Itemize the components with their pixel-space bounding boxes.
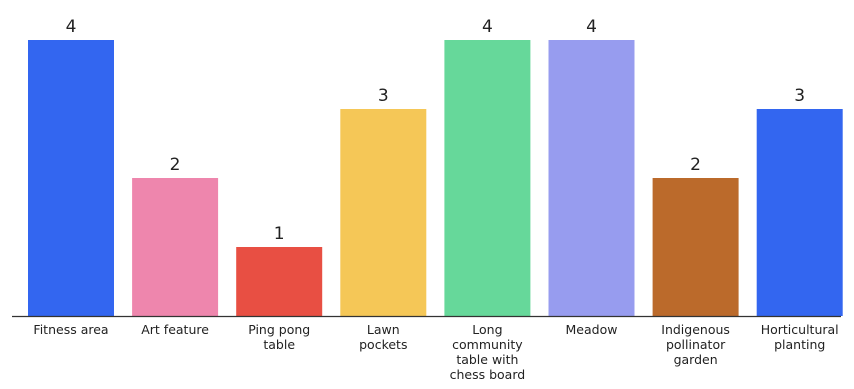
category-label-line: planting [774, 337, 825, 352]
category-label-line: pollinator [666, 337, 726, 352]
bar [28, 40, 114, 316]
bars-layer [28, 40, 843, 316]
bar-value-label: 2 [170, 155, 181, 175]
bar-value-label: 4 [482, 17, 493, 37]
category-label-line: Lawn [367, 322, 400, 337]
category-label: Long community table with chess board [450, 322, 526, 382]
category-label-line: Long [472, 322, 502, 337]
category-label: Lawn pockets [359, 322, 407, 352]
value-labels-layer: 4 2 1 3 4 4 2 3 [66, 17, 806, 244]
bar [652, 178, 739, 316]
category-label-line: Art feature [141, 322, 209, 337]
bar [132, 178, 219, 316]
bar [756, 109, 843, 316]
bar [236, 247, 323, 316]
category-label-line: chess board [450, 367, 526, 382]
category-labels-layer: Fitness area Art feature Ping pong table Law… [33, 322, 838, 382]
category-label: Ping pong table [248, 322, 310, 352]
category-label: Fitness area [33, 322, 108, 337]
category-label-line: Horticultural [761, 322, 839, 337]
category-label-line: pockets [359, 337, 407, 352]
category-label: Meadow [566, 322, 618, 337]
category-label: Art feature [141, 322, 209, 337]
category-label-line: Meadow [566, 322, 618, 337]
category-label: Indigenous pollinator garden [661, 322, 730, 367]
bar-value-label: 4 [66, 17, 77, 37]
bar-value-label: 4 [586, 17, 597, 37]
category-label-line: Ping pong [248, 322, 310, 337]
category-label-line: community [452, 337, 523, 352]
bar-value-label: 1 [274, 224, 285, 244]
category-label: Horticultural planting [761, 322, 839, 352]
bar-value-label: 2 [690, 155, 701, 175]
bar [444, 40, 531, 316]
category-label-line: table with [456, 352, 518, 367]
category-label-line: garden [674, 352, 718, 367]
bar [548, 40, 635, 316]
bar-value-label: 3 [794, 86, 805, 106]
category-label-line: Fitness area [33, 322, 108, 337]
category-label-line: Indigenous [661, 322, 730, 337]
bar-value-label: 3 [378, 86, 389, 106]
category-label-line: table [263, 337, 295, 352]
bar [340, 109, 427, 316]
